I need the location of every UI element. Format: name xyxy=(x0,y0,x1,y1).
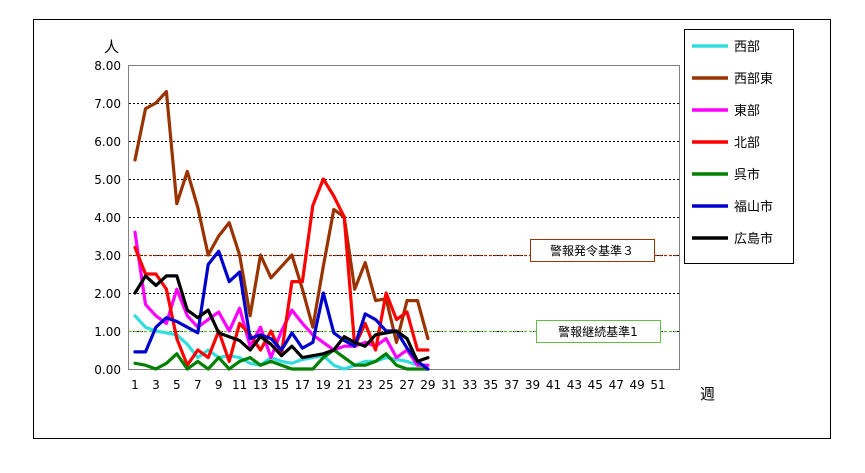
threshold-label-continue: 警報継続基準1 xyxy=(536,320,661,343)
x-tick-label: 51 xyxy=(650,378,665,392)
x-tick-label: 23 xyxy=(358,378,373,392)
x-tick-label: 17 xyxy=(295,378,310,392)
x-tick-label: 47 xyxy=(609,378,624,392)
y-tick-label: 0.00 xyxy=(94,363,121,377)
legend-label-3: 北部 xyxy=(734,136,760,151)
y-tick-label: 7.00 xyxy=(94,97,121,111)
y-tick-label: 4.00 xyxy=(94,211,121,225)
x-tick-label: 11 xyxy=(232,378,247,392)
threshold-alert-text: 警報発令基準３ xyxy=(550,243,634,258)
x-tick-label: 5 xyxy=(173,378,181,392)
legend-label-0: 西部 xyxy=(734,40,760,55)
x-tick-label: 9 xyxy=(215,378,223,392)
legend-label-4: 呉市 xyxy=(734,167,760,183)
y-tick-label: 3.00 xyxy=(94,249,121,263)
x-tick-label: 45 xyxy=(588,378,603,392)
x-tick-label: 37 xyxy=(504,378,519,392)
x-tick-label: 13 xyxy=(253,378,268,392)
y-tick-label: 2.00 xyxy=(94,287,121,301)
x-tick-label: 49 xyxy=(630,378,645,392)
x-tick-label: 41 xyxy=(546,378,561,392)
y-tick-label: 6.00 xyxy=(94,135,121,149)
axes: 0.001.002.003.004.005.006.007.008.001 3 5 7… xyxy=(94,59,665,392)
legend-label-1: 西部東 xyxy=(734,71,773,87)
x-tick-label: 21 xyxy=(337,378,352,392)
x-tick-label: 7 xyxy=(194,378,202,392)
x-tick-label: 43 xyxy=(567,378,582,392)
legend-label-6: 広島市 xyxy=(734,231,773,247)
x-tick-label: 39 xyxy=(525,378,540,392)
x-tick-label: 27 xyxy=(399,378,414,392)
legend-label-5: 福山市 xyxy=(734,199,773,215)
x-tick-label: 19 xyxy=(316,378,331,392)
x-tick-label: 31 xyxy=(441,378,456,392)
series-line-4 xyxy=(133,348,430,371)
x-tick-label: 33 xyxy=(462,378,477,392)
y-tick-label: 5.00 xyxy=(94,173,121,187)
series-line-2 xyxy=(133,230,430,367)
x-tick-label: 3 xyxy=(152,378,160,392)
series-group xyxy=(133,89,430,371)
y-unit-label: 人 xyxy=(104,38,119,56)
threshold-label-alert: 警報発令基準３ xyxy=(530,239,655,262)
x-unit-label: 週 xyxy=(700,385,715,403)
threshold-continue-text: 警報継続基準1 xyxy=(558,324,638,339)
legend-label-2: 東部 xyxy=(734,103,760,119)
series-line-5 xyxy=(133,249,430,371)
x-tick-label: 29 xyxy=(420,378,435,392)
x-tick-label: 25 xyxy=(378,378,393,392)
series-line-1 xyxy=(133,89,430,344)
x-tick-label: 35 xyxy=(483,378,498,392)
series-line-6 xyxy=(133,274,430,363)
y-tick-label: 8.00 xyxy=(94,59,121,73)
x-tick-label: 1 xyxy=(131,378,139,392)
x-tick-label: 15 xyxy=(274,378,289,392)
y-tick-label: 1.00 xyxy=(94,325,121,339)
